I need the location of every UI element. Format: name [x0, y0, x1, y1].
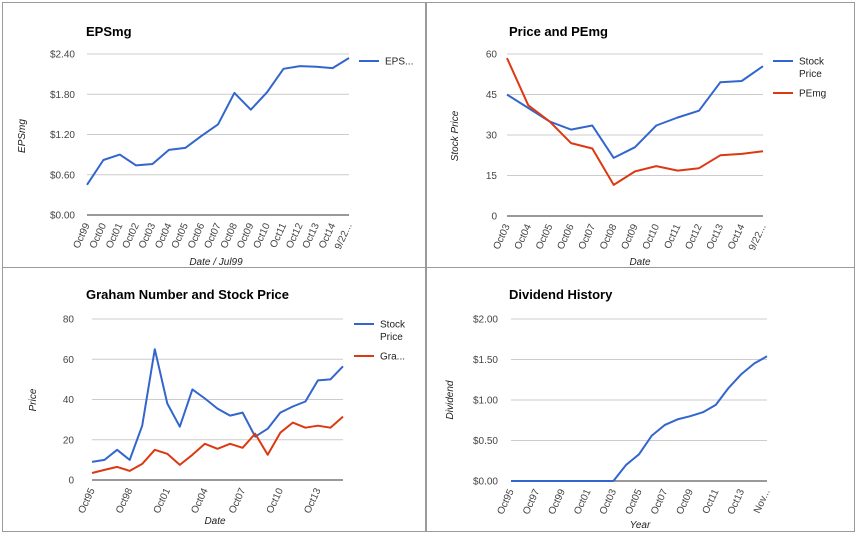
eps-y-tick-label: $1.80	[50, 90, 75, 101]
pe-x-tick-label: Oct08	[598, 222, 619, 251]
pe-series-line-0	[506, 65, 764, 159]
dividend-x-tick-label: Oct13	[726, 487, 747, 516]
graham-series-line-1	[91, 415, 344, 474]
dividend-x-tick-label: Oct03	[598, 487, 619, 516]
graham-legend-label: Price	[380, 332, 403, 343]
graham-chart: Graham Number and Stock Price Date Price…	[28, 287, 406, 527]
dividend-x-tick-label: Oct99	[547, 487, 568, 516]
dividend-y-tick-label: $1.00	[473, 396, 498, 407]
chart-panel-graham: Graham Number and Stock Price Date Price…	[2, 267, 426, 532]
dividend-x-tick-label: Oct07	[649, 487, 670, 516]
eps-x-axis-label: Date / Jul99	[189, 257, 243, 267]
graham-y-tick-label: 60	[63, 355, 75, 366]
dividend-x-tick-label: Oct95	[495, 487, 516, 516]
dividend-y-axis-label: Dividend	[445, 380, 456, 419]
pe-x-tick-label: Oct05	[534, 222, 555, 251]
pe-y-tick-label: 0	[491, 212, 497, 223]
graham-y-axis-label: Price	[28, 388, 39, 411]
pe-y-tick-label: 15	[486, 171, 498, 182]
graham-y-tick-label: 40	[63, 395, 75, 406]
eps-legend-label: EPS...	[385, 57, 413, 68]
eps-y-axis-label: EPSmg	[17, 119, 28, 153]
pe-legend-label: Stock	[799, 57, 825, 68]
dividend-chart-title: Dividend History	[509, 287, 613, 302]
chart-panel-eps: EPSmg Date / Jul99 EPSmg $0.00 $0.60 $1.20…	[2, 2, 426, 268]
pe-x-axis-label: Date	[629, 257, 651, 267]
pe-x-tick-label: Oct04	[513, 222, 534, 251]
pe-legend-label: PEmg	[799, 89, 826, 100]
dividend-x-axis-label: Year	[630, 520, 651, 531]
dividend-x-tick-label: Oct05	[623, 487, 644, 516]
pe-x-tick-label: Oct03	[491, 222, 512, 251]
price-pe-chart: Price and PEmg Date Stock Price 0 15 30 45 6…	[450, 24, 826, 267]
dividend-x-tick-label: Oct09	[675, 487, 696, 516]
eps-chart: EPSmg Date / Jul99 EPSmg $0.00 $0.60 $1.20…	[17, 24, 413, 267]
pe-x-tick-label: Oct07	[577, 222, 598, 251]
eps-chart-title: EPSmg	[86, 24, 132, 39]
dividend-y-tick-label: $0.50	[473, 436, 498, 447]
dividend-chart: Dividend History Year Dividend $0.00 $0.5…	[445, 287, 773, 531]
graham-x-tick-label: Oct04	[189, 486, 210, 515]
dividend-x-tick-label: Oct97	[521, 487, 542, 516]
dividend-y-tick-label: $1.50	[473, 355, 498, 366]
eps-y-tick-label: $0.60	[50, 170, 75, 181]
graham-x-tick-label: Oct98	[114, 486, 135, 515]
eps-y-tick-label: $0.00	[50, 211, 75, 222]
eps-y-tick-label: $1.20	[50, 130, 75, 141]
dividend-series-line-0	[511, 355, 768, 482]
dividend-y-tick-label: $0.00	[473, 477, 498, 488]
eps-y-tick-label: $2.40	[50, 50, 75, 61]
pe-x-tick-label: Oct10	[641, 222, 662, 251]
pe-x-tick-label: Oct11	[662, 222, 683, 251]
pe-series-line-1	[506, 57, 764, 186]
graham-chart-title: Graham Number and Stock Price	[86, 287, 289, 302]
dividend-y-tick-label: $2.00	[473, 315, 498, 326]
graham-series-line-0	[91, 348, 344, 463]
pe-chart-title: Price and PEmg	[509, 24, 608, 39]
chart-panel-pe: Price and PEmg Date Stock Price 0 15 30 45 6…	[426, 2, 855, 268]
graham-x-axis-label: Date	[204, 516, 226, 527]
dividend-x-tick-label: Oct01	[572, 487, 593, 516]
chart-panel-dividend: Dividend History Year Dividend $0.00 $0.5…	[426, 267, 855, 532]
graham-y-tick-label: 20	[63, 435, 75, 446]
pe-x-tick-label: Oct09	[619, 222, 640, 251]
pe-y-tick-label: 45	[486, 90, 498, 101]
graham-x-tick-label: Oct95	[76, 486, 97, 515]
graham-x-tick-label: Oct01	[152, 486, 173, 515]
graham-y-tick-label: 0	[68, 476, 74, 487]
pe-x-tick-label: 9/22...	[747, 223, 769, 253]
pe-y-tick-label: 60	[486, 50, 498, 61]
graham-legend-label: Stock	[380, 320, 406, 331]
pe-y-axis-label: Stock Price	[450, 110, 461, 161]
graham-x-tick-label: Oct13	[302, 486, 323, 515]
dividend-x-tick-label: Nov...	[752, 488, 773, 516]
pe-x-tick-label: Oct13	[705, 222, 726, 251]
graham-x-tick-label: Oct10	[265, 486, 286, 515]
graham-legend-label: Gra...	[380, 352, 405, 363]
graham-y-tick-label: 80	[63, 315, 75, 326]
pe-x-tick-label: Oct14	[726, 222, 747, 251]
pe-legend-label: Price	[799, 69, 822, 80]
pe-x-tick-label: Oct12	[683, 222, 704, 251]
pe-y-tick-label: 30	[486, 131, 498, 142]
dividend-x-tick-label: Oct11	[701, 487, 722, 516]
pe-x-tick-label: Oct06	[555, 222, 576, 251]
graham-x-tick-label: Oct07	[227, 486, 248, 515]
eps-series-line-0	[86, 57, 350, 186]
